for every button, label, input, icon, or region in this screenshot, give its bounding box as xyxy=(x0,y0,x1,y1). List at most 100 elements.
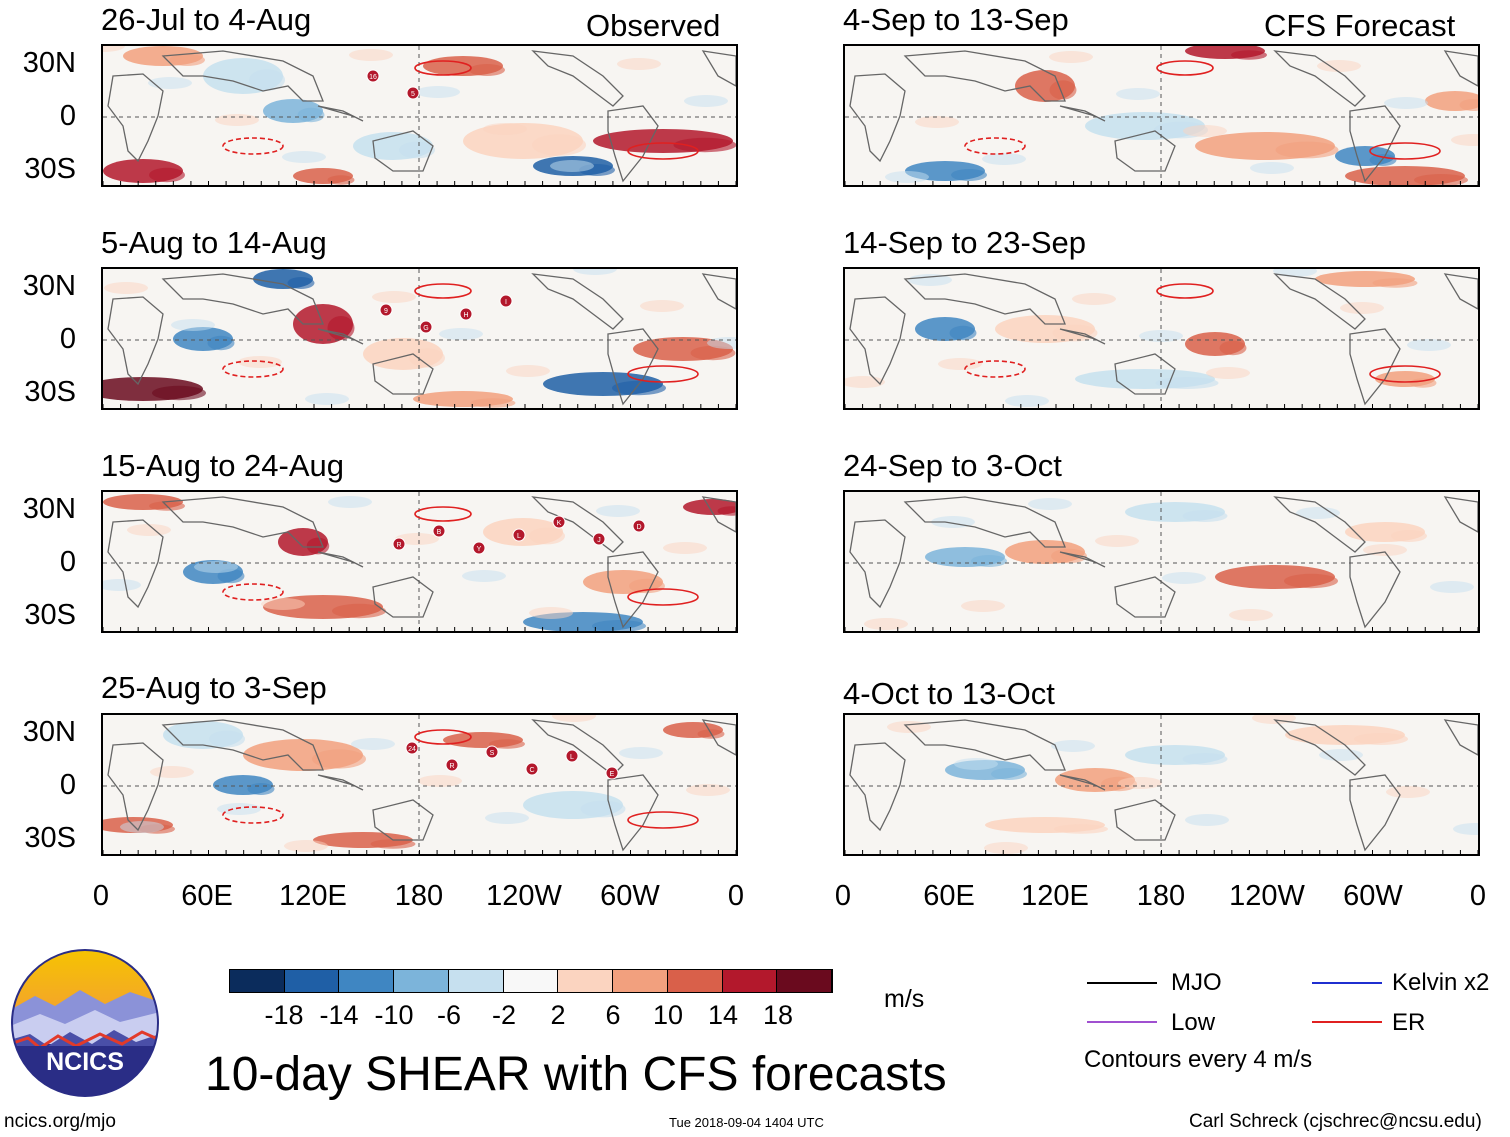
storm-marker-label: E xyxy=(610,771,615,778)
storm-marker xyxy=(525,762,539,776)
shear-blob xyxy=(469,64,505,76)
shear-blob xyxy=(104,282,148,294)
storm-marker-label: L xyxy=(570,754,574,761)
footer-url[interactable]: ncics.org/mjo xyxy=(4,1111,116,1132)
shear-blob xyxy=(529,607,573,619)
legend-low: Low xyxy=(1171,1009,1216,1036)
shear-blob xyxy=(149,167,185,183)
shear-blob xyxy=(1182,753,1228,765)
storm-marker xyxy=(499,294,513,308)
er-contour xyxy=(627,365,699,383)
shear-blob xyxy=(169,54,205,66)
lon-label: 60W xyxy=(1343,880,1403,912)
coastline xyxy=(531,50,624,107)
panel-title-4: 25-Aug to 3-Sep xyxy=(101,670,327,705)
panel-title-3: 15-Aug to 24-Aug xyxy=(101,448,345,483)
storm-marker-label: J xyxy=(597,537,601,544)
map-panel-1: 16 5 xyxy=(101,44,738,187)
shear-blob xyxy=(1391,530,1427,542)
lon-label: 180 xyxy=(1136,880,1186,912)
shear-blob xyxy=(209,730,245,748)
shear-blob xyxy=(485,812,529,824)
coastline xyxy=(1443,273,1478,310)
colorbar-swatch xyxy=(503,970,559,992)
colorbar-label: 2 xyxy=(550,1000,566,1030)
map-panel-5 xyxy=(843,44,1480,187)
coastline xyxy=(701,496,736,533)
shear-blob xyxy=(215,114,259,126)
map-panel-4: 24 R S C L E xyxy=(101,713,738,856)
coastline xyxy=(701,50,736,87)
lon-label: 180 xyxy=(394,880,444,912)
shear-blob xyxy=(207,335,235,351)
storm-marker xyxy=(552,515,566,529)
shear-blob xyxy=(550,160,594,172)
shear-blob xyxy=(1407,339,1451,351)
storm-marker xyxy=(405,741,419,755)
coastline xyxy=(903,719,1066,771)
er-contour xyxy=(1156,283,1214,299)
shear-blob xyxy=(612,380,666,396)
shear-blob xyxy=(532,134,586,156)
coastline xyxy=(1273,50,1366,107)
panel-title-7: 24-Sep to 3-Oct xyxy=(843,448,1062,483)
shear-blob xyxy=(951,169,987,181)
shear-blob xyxy=(552,715,596,722)
shear-map: 24 R S C L E xyxy=(103,715,736,854)
coastline xyxy=(1349,105,1401,183)
shear-blob xyxy=(885,171,929,183)
shear-blob xyxy=(327,316,355,340)
shear-blob xyxy=(949,325,977,341)
shear-blob xyxy=(1072,293,1116,305)
shear-blob xyxy=(489,739,525,749)
low-line xyxy=(1087,1021,1157,1023)
colorbar-swatch xyxy=(667,970,723,992)
shear-blob xyxy=(127,524,171,536)
colorbar xyxy=(229,969,833,993)
coastline xyxy=(849,296,906,386)
shear-blob xyxy=(1206,367,1250,379)
storm-marker xyxy=(392,537,406,551)
storm-marker-label: G xyxy=(423,325,428,332)
lon-label: 60W xyxy=(600,880,660,912)
coastline xyxy=(317,105,364,122)
colorbar-label: 10 xyxy=(652,1000,684,1030)
shear-blob xyxy=(370,839,416,849)
coastline xyxy=(161,50,324,102)
figure-title: 10-day SHEAR with CFS forecasts xyxy=(205,1048,947,1101)
coastline xyxy=(903,50,1066,102)
shear-blob xyxy=(596,505,640,517)
shear-blob xyxy=(103,46,125,52)
shear-blob xyxy=(1155,377,1219,389)
lat-label: 0 xyxy=(59,100,76,132)
lon-label: 60E xyxy=(181,880,233,912)
shear-blob xyxy=(261,598,305,610)
shear-blob xyxy=(1183,125,1227,137)
coastline xyxy=(607,551,659,629)
er-contour xyxy=(627,142,699,160)
shear-blob xyxy=(1384,97,1428,109)
coastline xyxy=(107,519,164,609)
panel-title-5: 4-Sep to 13-Sep xyxy=(843,2,1069,37)
shear-blob xyxy=(617,58,661,70)
coastline xyxy=(531,496,624,553)
colorbar-swatch xyxy=(777,970,833,992)
er-contour xyxy=(627,811,699,829)
ncics-logo: NCICS xyxy=(11,949,159,1097)
er-line xyxy=(1312,1021,1382,1023)
coastline xyxy=(1349,551,1401,629)
coastline xyxy=(107,73,164,163)
colorbar-swatch xyxy=(339,970,395,992)
shear-blob xyxy=(717,506,736,516)
shear-blob xyxy=(483,123,527,135)
er-contour xyxy=(414,60,472,76)
shear-blob xyxy=(1051,740,1095,752)
coastline xyxy=(1114,576,1176,618)
er-contour xyxy=(1156,60,1214,76)
storm-marker xyxy=(485,745,499,759)
legend-kelvin: Kelvin x2 xyxy=(1392,969,1490,996)
cfs-forecast-label: CFS Forecast xyxy=(1264,8,1456,43)
coastline xyxy=(1443,50,1478,87)
coastline xyxy=(1273,719,1366,776)
storm-marker-label: H xyxy=(463,312,468,319)
